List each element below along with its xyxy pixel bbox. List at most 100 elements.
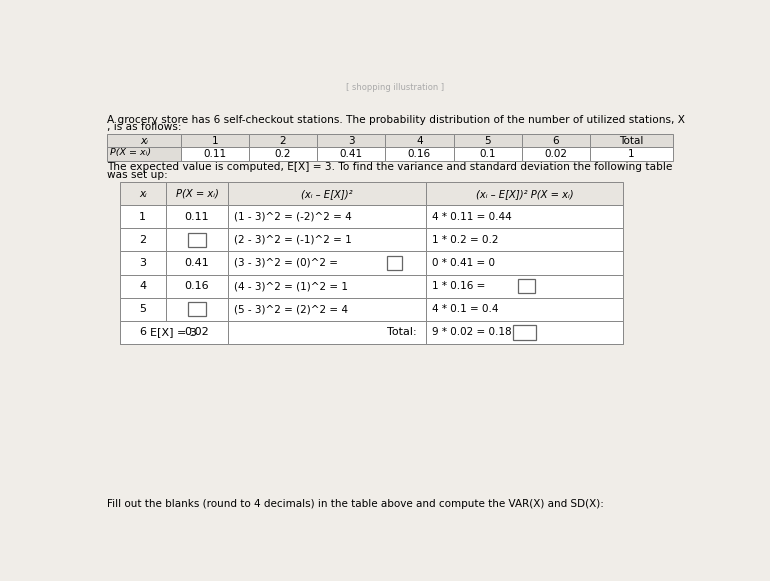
Text: 3: 3 [348, 135, 354, 146]
Text: xᵢ: xᵢ [140, 135, 148, 146]
Text: P(X = xᵢ): P(X = xᵢ) [110, 148, 152, 157]
Text: 5: 5 [484, 135, 491, 146]
Text: 2: 2 [280, 135, 286, 146]
Bar [426, 182, 623, 205]
Bar [228, 205, 426, 228]
Bar [590, 148, 673, 162]
Bar [426, 321, 623, 344]
Text: xᵢ: xᵢ [139, 189, 146, 199]
Text: (4 - 3)^2 = (1)^2 = 1: (4 - 3)^2 = (1)^2 = 1 [234, 281, 348, 291]
Bar [189, 233, 206, 247]
Bar [119, 321, 166, 344]
Bar [166, 297, 228, 321]
Text: 0.41: 0.41 [340, 149, 363, 159]
Bar [189, 302, 206, 316]
Text: E[X] = 3: E[X] = 3 [150, 327, 197, 338]
Bar [426, 252, 623, 275]
Bar [119, 228, 166, 252]
Bar [454, 148, 522, 162]
Bar [119, 297, 166, 321]
Bar [522, 148, 590, 162]
Text: [ shopping illustration ]: [ shopping illustration ] [346, 83, 444, 92]
Text: 0.16: 0.16 [185, 281, 209, 291]
Text: was set up:: was set up: [107, 170, 168, 180]
Bar [107, 148, 181, 162]
Text: (1 - 3)^2 = (-2)^2 = 4: (1 - 3)^2 = (-2)^2 = 4 [234, 212, 352, 222]
Bar [426, 275, 623, 297]
Bar [166, 275, 228, 297]
Text: The expected value is computed, E[X] = 3. To find the variance and standard devi: The expected value is computed, E[X] = 3… [107, 162, 672, 172]
Text: 0.1: 0.1 [480, 149, 496, 159]
Bar [228, 228, 426, 252]
Text: (2 - 3)^2 = (-1)^2 = 1: (2 - 3)^2 = (-1)^2 = 1 [234, 235, 352, 245]
Bar [166, 321, 228, 344]
Text: 1: 1 [139, 212, 146, 222]
Bar [317, 148, 385, 162]
Text: 4 * 0.11 = 0.44: 4 * 0.11 = 0.44 [432, 212, 511, 222]
Text: 1 * 0.16 =: 1 * 0.16 = [432, 281, 485, 291]
Bar [590, 134, 673, 148]
Bar [166, 252, 228, 275]
Text: 0.02: 0.02 [544, 149, 567, 159]
Bar [385, 134, 454, 148]
Bar [513, 325, 536, 340]
Bar [228, 182, 426, 205]
Text: 9 * 0.02 = 0.18: 9 * 0.02 = 0.18 [432, 327, 511, 338]
Text: 1 * 0.2 = 0.2: 1 * 0.2 = 0.2 [432, 235, 498, 245]
Bar [166, 205, 228, 228]
Bar [249, 134, 317, 148]
Bar [181, 134, 249, 148]
Bar [454, 134, 522, 148]
Bar [107, 134, 181, 148]
Text: 0.2: 0.2 [275, 149, 291, 159]
Text: 0.16: 0.16 [408, 149, 431, 159]
Text: 0.11: 0.11 [185, 212, 209, 222]
Text: A grocery store has 6 self-checkout stations. The probability distribution of th: A grocery store has 6 self-checkout stat… [107, 115, 685, 125]
Text: 1: 1 [628, 149, 634, 159]
Bar [228, 321, 426, 344]
Text: 5: 5 [139, 304, 146, 314]
Text: P(X = xᵢ): P(X = xᵢ) [176, 189, 219, 199]
Text: 2: 2 [139, 235, 146, 245]
Bar [385, 148, 454, 162]
Bar [181, 148, 249, 162]
Bar [119, 321, 228, 344]
Bar [518, 279, 535, 293]
Text: 0.02: 0.02 [185, 327, 209, 338]
Text: Total:: Total: [387, 327, 417, 338]
Bar [426, 321, 623, 344]
Bar [228, 275, 426, 297]
Bar [166, 182, 228, 205]
Text: , is as follows:: , is as follows: [107, 123, 182, 132]
Bar [387, 256, 403, 270]
Text: 4: 4 [416, 135, 423, 146]
Text: 1: 1 [212, 135, 218, 146]
Bar [166, 228, 228, 252]
Bar [228, 297, 426, 321]
Text: 4 * 0.1 = 0.4: 4 * 0.1 = 0.4 [432, 304, 498, 314]
Bar [249, 148, 317, 162]
Text: Fill out the blanks (round to 4 decimals) in the table above and compute the VAR: Fill out the blanks (round to 4 decimals… [107, 500, 604, 510]
Text: 6: 6 [139, 327, 146, 338]
Bar [522, 134, 590, 148]
Bar [316, 325, 337, 339]
Bar [426, 228, 623, 252]
Text: 3: 3 [139, 258, 146, 268]
Bar [119, 275, 166, 297]
Text: (xᵢ – E[X])²: (xᵢ – E[X])² [301, 189, 353, 199]
Bar [119, 205, 166, 228]
Bar [228, 252, 426, 275]
Bar [426, 297, 623, 321]
Text: 6: 6 [553, 135, 559, 146]
Bar [228, 321, 426, 344]
Text: Total: Total [619, 135, 644, 146]
Bar [119, 182, 166, 205]
Bar [317, 134, 385, 148]
Text: 0.11: 0.11 [203, 149, 226, 159]
Text: 4: 4 [139, 281, 146, 291]
Text: (3 - 3)^2 = (0)^2 =: (3 - 3)^2 = (0)^2 = [234, 258, 338, 268]
Text: 0 * 0.41 = 0: 0 * 0.41 = 0 [432, 258, 495, 268]
Bar [119, 252, 166, 275]
Text: (5 - 3)^2 = (2)^2 = 4: (5 - 3)^2 = (2)^2 = 4 [234, 304, 348, 314]
Bar [426, 205, 623, 228]
